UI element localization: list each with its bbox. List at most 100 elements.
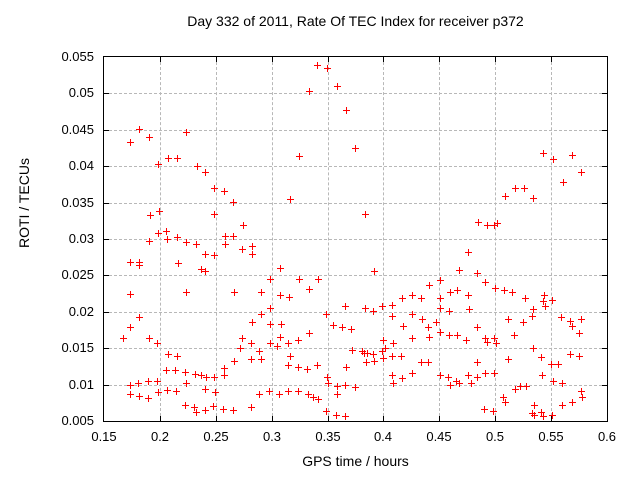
data-point-marker (231, 357, 239, 365)
data-point-marker (127, 391, 135, 399)
data-point-marker (221, 365, 229, 373)
data-point-marker (511, 385, 519, 393)
data-point-marker (379, 336, 387, 344)
data-point-marker (362, 210, 370, 218)
data-point-marker (369, 351, 377, 359)
data-point-marker (473, 373, 481, 381)
data-point-marker (558, 379, 566, 387)
y-tick-mark (602, 203, 607, 204)
data-point-marker (529, 344, 537, 352)
data-point-marker (165, 351, 173, 359)
x-tick-mark (551, 57, 552, 62)
data-point-marker (444, 373, 452, 381)
data-point-marker (542, 303, 549, 311)
data-point-marker (517, 382, 525, 390)
data-point-marker (445, 331, 453, 339)
data-point-marker (192, 370, 200, 378)
y-tick-mark (602, 93, 607, 94)
y-gridline (104, 166, 607, 167)
x-tick-mark (160, 57, 161, 62)
y-tick-mark (104, 239, 109, 240)
data-point-marker (447, 381, 454, 389)
y-tick-mark (104, 130, 109, 131)
data-point-marker (173, 387, 181, 395)
data-point-marker (490, 335, 498, 343)
x-axis-label: GPS time / hours (302, 453, 409, 469)
data-point-marker (499, 394, 507, 402)
data-point-marker (183, 380, 191, 388)
data-point-marker (329, 322, 337, 330)
data-point-marker (371, 357, 378, 365)
data-point-marker (212, 389, 220, 397)
data-point-marker (473, 323, 481, 331)
y-tick-mark (104, 166, 109, 167)
x-tick-label: 0.25 (203, 429, 229, 444)
data-point-marker (437, 294, 444, 302)
y-tick-label: 0.025 (61, 267, 94, 282)
data-point-marker (379, 354, 387, 362)
data-point-marker (510, 332, 518, 340)
data-point-marker (239, 334, 247, 342)
y-gridline (104, 203, 607, 204)
data-point-marker (165, 154, 173, 162)
data-point-marker (286, 293, 294, 301)
data-point-marker (566, 317, 574, 325)
x-tick-label: 0.4 (373, 429, 393, 444)
y-tick-mark (602, 166, 607, 167)
data-point-marker (305, 390, 313, 398)
data-point-marker (136, 261, 144, 269)
data-point-marker (549, 378, 557, 386)
data-point-marker (362, 305, 370, 313)
data-point-marker (521, 294, 529, 302)
data-point-marker (382, 344, 390, 352)
data-point-marker (424, 359, 432, 367)
y-tick-label: 0.01 (68, 377, 94, 392)
x-tick-label: 0.6 (597, 429, 617, 444)
data-point-marker (265, 388, 273, 396)
data-point-marker (211, 184, 219, 192)
data-point-marker (409, 291, 416, 299)
data-point-marker (303, 365, 311, 373)
data-point-marker (456, 266, 463, 274)
data-point-marker (127, 138, 135, 146)
data-point-marker (163, 228, 171, 236)
data-point-marker (555, 361, 563, 369)
data-point-marker (306, 88, 314, 96)
data-point-marker (539, 413, 547, 421)
data-point-marker (358, 348, 366, 356)
x-tick-label: 0.3 (262, 429, 282, 444)
data-point-marker (182, 401, 190, 409)
data-point-marker (378, 303, 386, 311)
data-point-marker (425, 282, 433, 290)
data-point-marker (258, 310, 266, 318)
x-tick-mark (272, 57, 273, 62)
y-gridline (104, 275, 607, 276)
data-point-marker (483, 221, 491, 229)
data-point-marker (388, 372, 396, 380)
data-point-marker (334, 83, 342, 91)
chart-title: Day 332 of 2011, Rate Of TEC Index for r… (187, 13, 524, 29)
data-point-marker (136, 125, 144, 133)
data-point-marker (369, 307, 377, 315)
data-point-marker (437, 329, 444, 337)
data-point-marker (334, 382, 342, 390)
data-point-marker (248, 403, 255, 411)
data-point-marker (230, 407, 238, 415)
data-point-marker (549, 156, 557, 164)
data-point-marker (155, 389, 163, 397)
x-tick-mark (272, 416, 273, 421)
data-point-marker (248, 340, 255, 348)
data-point-marker (146, 237, 154, 245)
x-tick-mark (160, 416, 161, 421)
data-point-marker (182, 368, 190, 376)
data-point-marker (537, 354, 545, 362)
data-point-marker (462, 337, 470, 345)
data-point-marker (548, 412, 556, 420)
data-point-marker (127, 381, 135, 389)
data-point-marker (258, 356, 266, 364)
data-point-marker (221, 371, 229, 379)
data-point-marker (490, 221, 498, 229)
data-point-marker (193, 408, 201, 416)
data-point-marker (539, 298, 547, 306)
x-tick-label: 0.55 (538, 429, 564, 444)
